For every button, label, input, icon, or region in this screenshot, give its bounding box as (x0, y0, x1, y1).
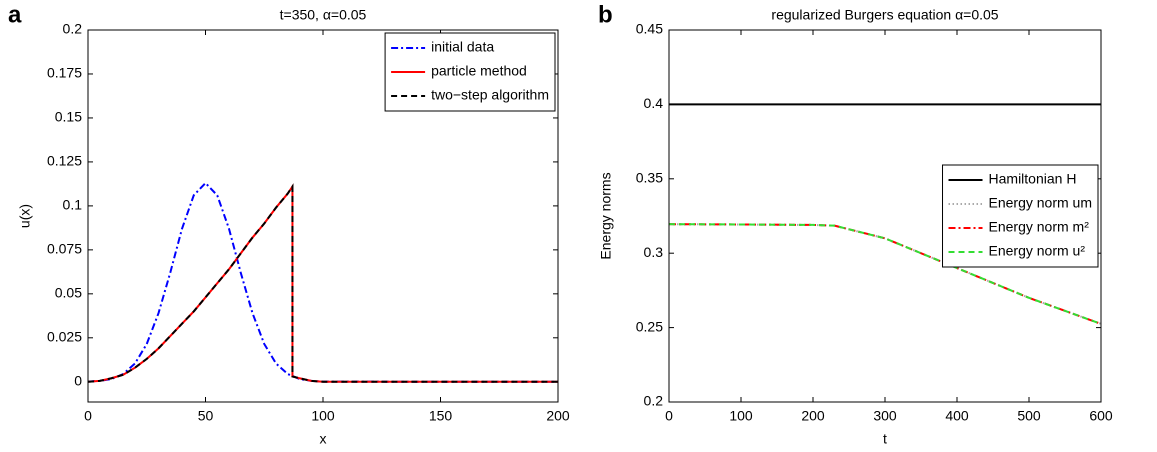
y-tick-label: 0.025 (47, 329, 82, 345)
legend-label: Energy norm m² (989, 219, 1090, 235)
y-tick-label: 0.25 (636, 318, 663, 334)
y-tick-label: 0.3 (644, 244, 664, 260)
y-tick-label: 0.2 (63, 21, 83, 37)
y-tick-label: 0.2 (644, 393, 664, 409)
x-tick-label: 200 (801, 408, 825, 424)
legend-label: two−step algorithm (431, 87, 549, 103)
y-tick-label: 0.075 (47, 241, 82, 257)
series-line (87, 181, 558, 383)
plot-frame (668, 29, 1102, 403)
legend-label: Energy norm u² (989, 243, 1086, 259)
x-tick-label: 100 (311, 408, 335, 424)
x-tick-label: 500 (1017, 408, 1041, 424)
panel-label: a (8, 1, 22, 28)
legend-label: Energy norm um (989, 195, 1092, 211)
series-line (668, 223, 1102, 325)
legend-box (942, 164, 1099, 268)
x-tick-label: 0 (665, 408, 673, 424)
y-tick-label: 0.4 (644, 95, 664, 111)
x-tick-label: 50 (198, 408, 214, 424)
y-tick-label: 0.175 (47, 65, 82, 81)
x-tick-label: 400 (945, 408, 969, 424)
y-axis-label: Energy norms (598, 172, 614, 259)
x-axis-label: x (320, 431, 327, 447)
y-tick-label: 0.15 (55, 109, 82, 125)
y-tick-label: 0.45 (636, 21, 663, 37)
plot-frame (87, 29, 559, 403)
y-tick-label: 0.05 (55, 285, 82, 301)
series-line (87, 183, 558, 383)
x-tick-label: 100 (729, 408, 753, 424)
x-tick-label: 200 (546, 408, 570, 424)
x-tick-label: 0 (84, 408, 92, 424)
y-tick-label: 0.35 (636, 170, 663, 186)
legend-label: initial data (431, 39, 494, 55)
y-axis-label: u(x) (17, 204, 33, 228)
x-tick-label: 150 (429, 408, 453, 424)
y-tick-label: 0.125 (47, 153, 82, 169)
legend-label: Hamiltonian H (989, 171, 1077, 187)
legend-label: particle method (431, 63, 527, 79)
y-tick-label: 0.1 (63, 197, 83, 213)
x-tick-label: 300 (873, 408, 897, 424)
x-tick-label: 600 (1089, 408, 1113, 424)
series-line (87, 183, 558, 383)
chart-title: regularized Burgers equation α=0.05 (771, 7, 998, 23)
chart-title: t=350, α=0.05 (280, 7, 367, 23)
panel-label: b (598, 1, 613, 28)
x-axis-label: t (883, 431, 887, 447)
y-tick-label: 0 (74, 372, 82, 388)
